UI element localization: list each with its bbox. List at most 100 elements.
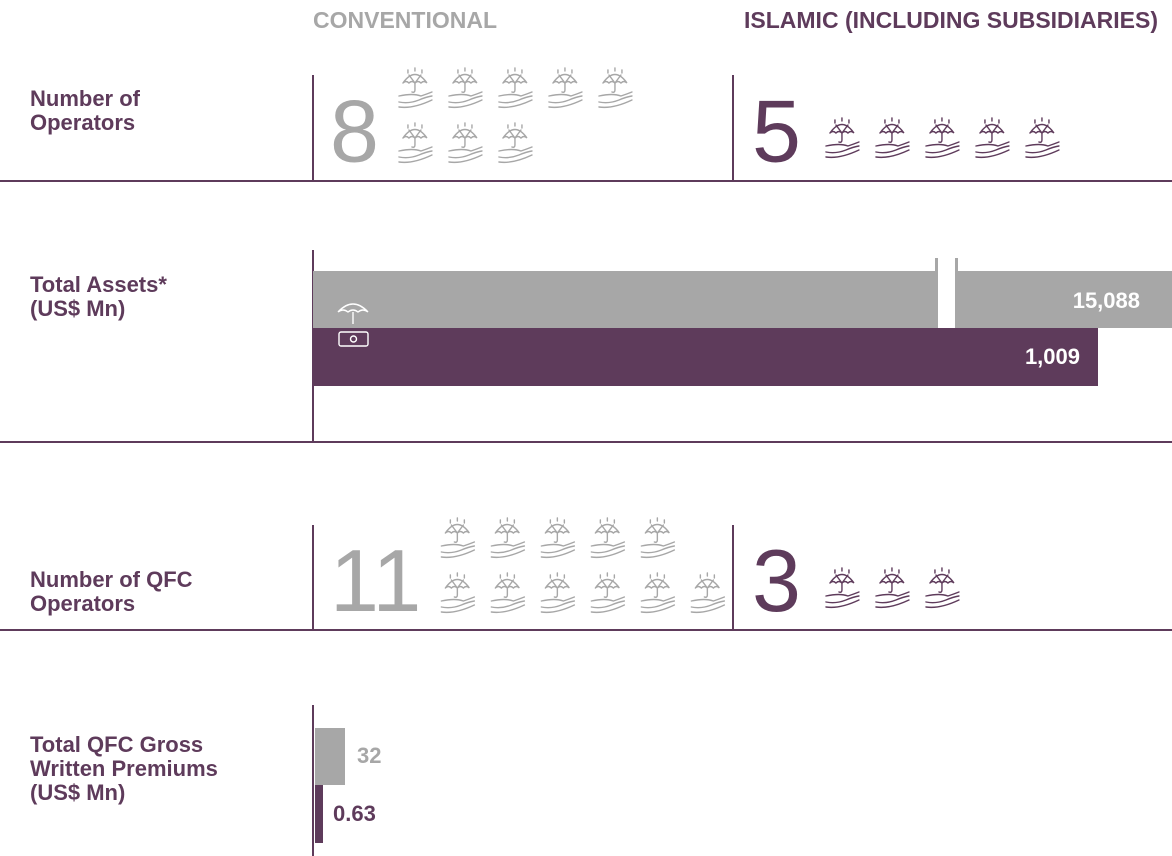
icon-part (935, 117, 949, 143)
icon-part (550, 572, 565, 598)
icon-part (408, 67, 422, 93)
icon-part (690, 596, 726, 614)
umbrella-hand-icon (975, 117, 1010, 159)
icon-part (540, 541, 576, 559)
icon-part (985, 117, 999, 143)
icon-part (490, 596, 526, 614)
icon-part (544, 523, 570, 534)
icon-part (458, 122, 472, 148)
umbrella-hand-icon (598, 67, 633, 109)
icon-part (444, 523, 470, 534)
icon-part (590, 596, 626, 614)
umbrella-hand-icon (925, 117, 960, 159)
icon-part (829, 573, 855, 584)
icon-part (875, 141, 910, 159)
icon-part (1035, 117, 1049, 143)
icon-part (649, 519, 666, 524)
umbrella-hand-icon (548, 67, 583, 109)
icon-part (500, 517, 515, 543)
icon-part (452, 128, 478, 139)
icon-part (349, 335, 358, 343)
icon-part (650, 517, 665, 543)
icon-part (494, 578, 520, 589)
row-label: Number of (30, 86, 141, 111)
row-label: Total Assets* (30, 272, 167, 297)
icon-part (644, 523, 670, 534)
icon-part (448, 91, 483, 109)
icon-part (825, 591, 860, 609)
icon-part (452, 73, 478, 84)
icon-part (402, 128, 428, 139)
value-label: 32 (357, 743, 381, 768)
icon-part (398, 146, 433, 164)
icon-part (502, 128, 528, 139)
umbrella-hand-icon (498, 122, 533, 164)
icon-part (879, 573, 905, 584)
umbrella-hand-icon (1025, 117, 1060, 159)
row-label: Operators (30, 591, 135, 616)
icon-part (929, 573, 955, 584)
icon-part (508, 122, 522, 148)
icon-part (829, 123, 855, 134)
icon-part (1034, 119, 1050, 124)
icon-part (499, 574, 516, 579)
icon-part (549, 574, 566, 579)
icon-part (407, 69, 423, 74)
count-conventional: 8 (330, 81, 379, 180)
icon-part (449, 519, 466, 524)
icon-part (602, 73, 628, 84)
icon-part (500, 572, 515, 598)
row-label: Number of QFC (30, 567, 193, 592)
icon-part (644, 578, 670, 589)
icon-part (440, 596, 476, 614)
icon-part (498, 91, 533, 109)
umbrella-hand-icon (490, 572, 526, 614)
umbrella-hand-icon (590, 572, 626, 614)
umbrella-hand-icon (825, 117, 860, 159)
icon-part (835, 117, 849, 143)
icon-part (498, 146, 533, 164)
row-label: Operators (30, 110, 135, 135)
icon-part (599, 519, 616, 524)
bar-islamic (313, 328, 1098, 386)
icon-part (834, 569, 850, 574)
header-islamic: ISLAMIC (INCLUDING SUBSIDIARIES) (744, 7, 1158, 33)
icon-part (607, 69, 623, 74)
umbrella-hand-icon (690, 572, 726, 614)
icon-part (599, 574, 616, 579)
icon-part (590, 541, 626, 559)
icon-part (440, 541, 476, 559)
icon-part (935, 567, 949, 593)
umbrella-hand-icon (640, 517, 676, 559)
icon-part (699, 574, 716, 579)
umbrella-hand-icon (925, 567, 960, 609)
icon-part (925, 591, 960, 609)
icon-part (502, 73, 528, 84)
icon-part (548, 91, 583, 109)
icon-part (598, 91, 633, 109)
icon-part (550, 517, 565, 543)
icon-part (884, 569, 900, 574)
umbrella-hand-icon (875, 567, 910, 609)
icon-part (825, 141, 860, 159)
icon-part (337, 303, 369, 324)
icon-part (694, 578, 720, 589)
icon-part (398, 91, 433, 109)
icon-part (1029, 123, 1055, 134)
icon-part (450, 572, 465, 598)
icon-part (494, 523, 520, 534)
icon-part (457, 124, 473, 129)
icon-part (458, 67, 472, 93)
umbrella-hand-icon (498, 67, 533, 109)
icon-part (640, 596, 676, 614)
icon-part (558, 67, 572, 93)
count-islamic: 5 (752, 81, 801, 180)
icon-part (407, 124, 423, 129)
bar-conventional (315, 728, 345, 785)
icon-part (640, 541, 676, 559)
icon-part (934, 569, 950, 574)
assets-icon (337, 303, 369, 347)
axis-break-edge (935, 258, 938, 328)
icon-part (975, 141, 1010, 159)
